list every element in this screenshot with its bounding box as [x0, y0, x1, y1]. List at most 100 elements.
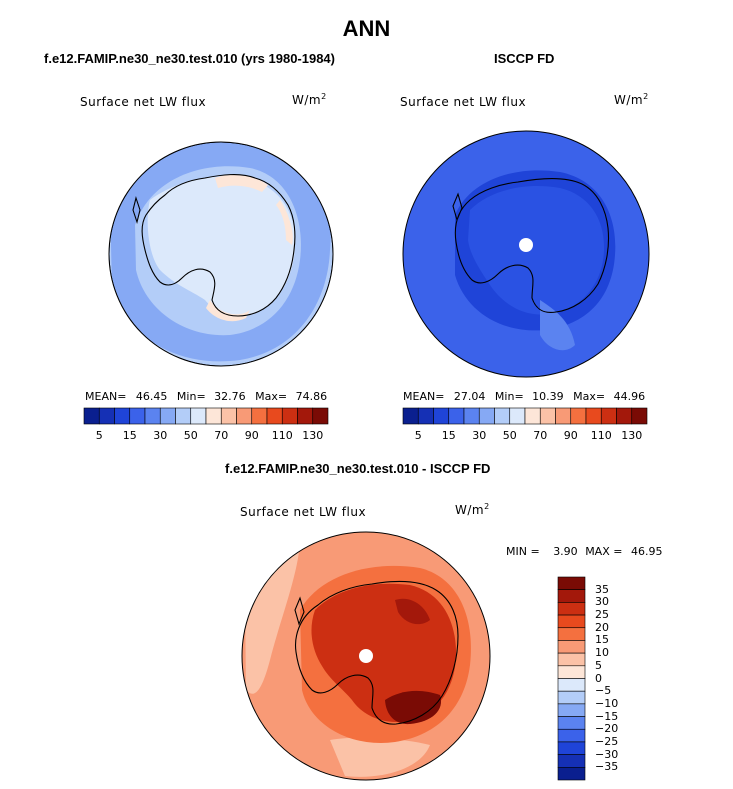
- model-colorbar-swatch: [236, 407, 253, 425]
- model-colorbar-swatch: [129, 407, 146, 425]
- diff-min-label: MIN =: [506, 545, 540, 558]
- model-colorbar-tick-label: 50: [183, 429, 198, 442]
- model-mean-label: MEAN=: [85, 390, 127, 403]
- obs-field-label: Surface net LW flux: [400, 95, 527, 109]
- model-min-label: Min=: [176, 390, 206, 403]
- obs-colorbar-swatch: [600, 407, 617, 425]
- model-map: [109, 142, 333, 366]
- obs-colorbar-tick-label: 15: [441, 429, 456, 442]
- obs-colorbar-tick-label: 50: [502, 429, 517, 442]
- model-min-value: 32.76: [214, 390, 246, 403]
- obs-mean-value: 27.04: [453, 390, 486, 403]
- diff-colorbar-swatch: [557, 640, 586, 654]
- obs-colorbar-swatch: [509, 407, 526, 425]
- obs-colorbar-swatch: [448, 407, 465, 425]
- obs-stats: MEAN= 27.04 Min= 10.39 Max= 44.96: [403, 390, 645, 403]
- diff-colorbar-swatch: [557, 665, 586, 679]
- obs-map-outline: [402, 130, 650, 378]
- model-coastline: [132, 174, 296, 317]
- obs-subtitle: ISCCP FD: [494, 51, 555, 66]
- diff-colorbar-swatch: [557, 703, 586, 717]
- model-land-region: [147, 176, 296, 317]
- diff-colorbar-swatch: [557, 627, 586, 641]
- model-mean-value: 46.45: [135, 390, 168, 403]
- obs-colorbar-swatch: [539, 407, 556, 425]
- model-colorbar-tick-label: 15: [122, 429, 137, 442]
- model-field-label: Surface net LW flux: [80, 95, 207, 109]
- model-colorbar-swatch: [190, 407, 207, 425]
- obs-colorbar-swatch: [417, 407, 434, 425]
- model-colorbar-swatch: [266, 407, 283, 425]
- diff-colorbar-swatch: [557, 716, 586, 730]
- page-title: ANN: [342, 16, 391, 41]
- model-max-value: 74.86: [295, 390, 328, 403]
- model-colorbar-labels: 5 15 30 50 70 90 110 130: [0, 429, 733, 443]
- model-colorbar-tick-label: 110: [271, 429, 293, 442]
- obs-min-value: 10.39: [532, 390, 564, 403]
- obs-coastline: [452, 178, 610, 314]
- diff-pole-hole: [359, 649, 373, 663]
- model-colorbar-tick-label: 5: [95, 429, 103, 442]
- obs-colorbar-swatch: [616, 407, 633, 425]
- obs-land-region: [468, 186, 605, 315]
- diff-colorbar-swatch: [557, 602, 586, 616]
- diff-dark-patch-2: [395, 598, 430, 625]
- model-stats: MEAN= 46.45 Min= 32.76 Max= 74.86: [85, 390, 327, 403]
- obs-colorbar-swatch: [494, 407, 511, 425]
- obs-min-label: Min=: [494, 390, 524, 403]
- model-colorbar-tick-label: 130: [302, 429, 324, 442]
- diff-stats: MIN = 3.90 MAX = 46.95: [506, 545, 662, 558]
- obs-colorbar-swatch: [463, 407, 480, 425]
- model-colorbar-swatch: [83, 407, 100, 425]
- model-subtitle: f.e12.FAMIP.ne30_ne30.test.010 (yrs 1980…: [44, 51, 335, 66]
- diff-colorbar-swatch: [557, 754, 586, 768]
- diff-field-label: Surface net LW flux: [240, 505, 367, 519]
- model-warm-patch: [215, 174, 268, 192]
- diff-colorbar-swatch: [557, 690, 586, 705]
- diff-max-value: 46.95: [630, 545, 663, 558]
- diff-units: W/m2: [455, 502, 490, 517]
- diff-colorbar-swatch: [557, 678, 586, 692]
- diff-colorbar-swatch: [557, 589, 586, 603]
- diff-coastline: [294, 581, 459, 725]
- model-colorbar-swatch: [205, 407, 222, 425]
- diff-colorbar-swatch: [557, 576, 586, 590]
- diff-max-label: MAX =: [585, 545, 623, 558]
- diff-light-band-2: [330, 737, 430, 777]
- model-colorbar-swatch: [144, 407, 161, 425]
- diff-dark-patch: [385, 690, 442, 725]
- diff-subtitle: f.e12.FAMIP.ne30_ne30.test.010 - ISCCP F…: [225, 461, 491, 476]
- obs-colorbar-tick-label: 70: [533, 429, 548, 442]
- model-colorbar-swatch: [297, 407, 314, 425]
- model-map-outline: [108, 141, 334, 367]
- model-colorbar-tick-label: 70: [214, 429, 229, 442]
- obs-colorbar-swatch: [402, 407, 419, 425]
- obs-colorbar-swatch: [631, 407, 648, 425]
- obs-colorbar-swatch: [478, 407, 495, 425]
- model-colorbar-swatch: [312, 407, 329, 425]
- model-max-label: Max=: [255, 390, 288, 403]
- diff-min-value: 3.90: [553, 545, 578, 558]
- model-colorbar-swatch: [159, 407, 176, 425]
- obs-colorbar-tick-label: 130: [621, 429, 643, 442]
- diff-colorbar-swatch: [557, 614, 586, 629]
- obs-colorbar-swatch: [570, 407, 587, 425]
- model-colorbar-tick-label: 30: [153, 429, 168, 442]
- model-colorbar: [83, 407, 329, 425]
- model-colorbar-swatch: [220, 407, 237, 425]
- obs-colorbar-swatch: [524, 407, 541, 425]
- diff-colorbar-swatch: [557, 652, 586, 667]
- model-colorbar-swatch: [114, 407, 131, 425]
- obs-colorbar-tick-label: 110: [590, 429, 612, 442]
- obs-units: W/m2: [614, 92, 649, 107]
- model-colorbar-tick-label: 90: [244, 429, 259, 442]
- obs-pole-hole: [519, 238, 533, 252]
- model-units: W/m2: [292, 92, 327, 107]
- model-warm-patch-2: [276, 200, 293, 245]
- obs-colorbar-tick-label: 90: [563, 429, 578, 442]
- obs-colorbar-tick-label: 30: [472, 429, 487, 442]
- obs-colorbar-swatch: [555, 407, 572, 425]
- diff-colorbar-swatch: [557, 741, 586, 755]
- diff-map-outline: [241, 531, 491, 781]
